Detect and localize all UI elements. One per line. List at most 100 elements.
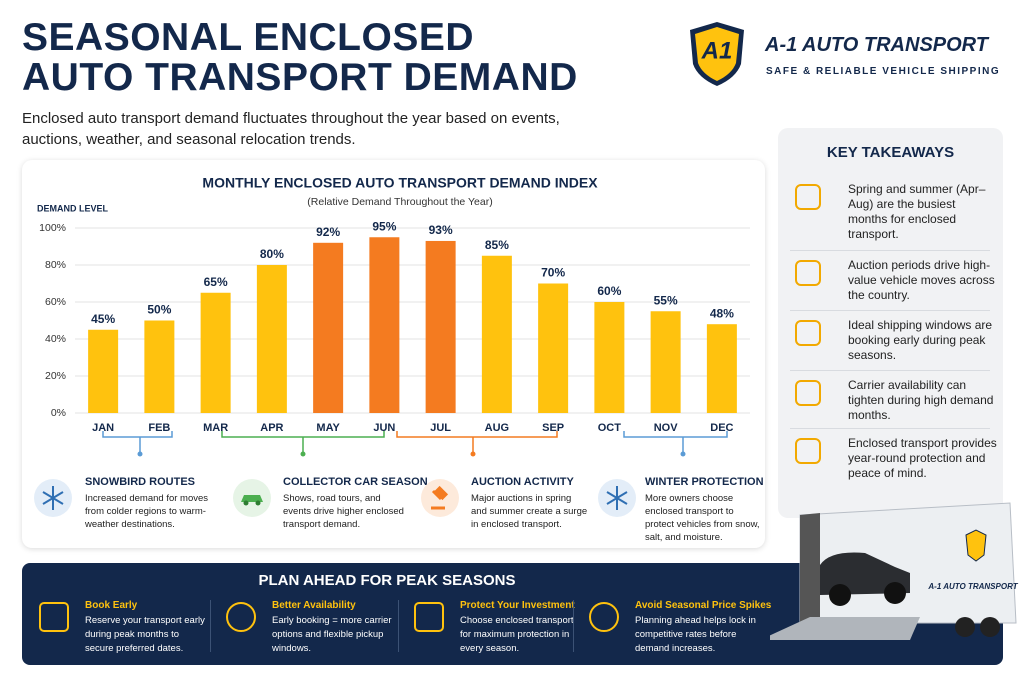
- divider: [790, 370, 990, 371]
- y-tick-label: 80%: [45, 259, 66, 271]
- divider: [790, 250, 990, 251]
- x-tick-label: JUL: [430, 422, 451, 434]
- chart-title: MONTHLY ENCLOSED AUTO TRANSPORT DEMAND I…: [202, 175, 598, 191]
- truck-label: A-1 AUTO TRANSPORT: [927, 582, 1018, 591]
- season-title: WINTER PROTECTION: [645, 476, 764, 488]
- x-tick-label: APR: [260, 422, 283, 434]
- value-label: 95%: [372, 219, 396, 233]
- x-tick-label: DEC: [710, 422, 733, 434]
- takeaways-title: KEY TAKEAWAYS: [826, 144, 955, 161]
- plan-item-title: Protect Your Investment: [460, 600, 575, 611]
- y-tick-label: 60%: [45, 296, 66, 308]
- takeaway-icon: [795, 260, 821, 286]
- bar: [88, 329, 119, 413]
- bar: [313, 242, 344, 413]
- bar: [144, 320, 175, 413]
- bar: [256, 265, 287, 413]
- plan-item-text: Reserve your transport early during peak…: [85, 615, 205, 654]
- takeaway-text: Enclosed transport provides year-round p…: [848, 436, 997, 480]
- x-tick-label: AUG: [485, 422, 509, 434]
- brackets: [102, 431, 728, 457]
- takeaway-icon: [795, 438, 821, 464]
- value-label: 55%: [654, 293, 678, 307]
- car-icon: [233, 479, 271, 517]
- plan-title: PLAN AHEAD FOR PEAK SEASONS: [258, 572, 516, 589]
- y-tick-label: 40%: [45, 333, 66, 345]
- plan-icon: [589, 602, 619, 632]
- plan-item-text: Planning ahead helps lock in competitive…: [635, 615, 756, 654]
- bar: [650, 311, 681, 413]
- value-label: 50%: [147, 303, 171, 317]
- plan-icon: [226, 602, 256, 632]
- x-tick-label: JUN: [373, 422, 395, 434]
- divider: [573, 600, 574, 652]
- value-label: 48%: [710, 306, 734, 320]
- plan-item-text: Choose enclosed transport for maximum pr…: [460, 615, 574, 654]
- takeaway-icon: [795, 320, 821, 346]
- x-tick-label: OCT: [598, 422, 622, 434]
- value-label: 45%: [91, 312, 115, 326]
- plan-item-title: Book Early: [85, 600, 138, 611]
- x-tick-label: MAR: [203, 422, 228, 434]
- plan-item-title: Avoid Seasonal Price Spikes: [635, 600, 772, 611]
- value-label: 70%: [541, 266, 565, 280]
- plan-item-text: Early booking = more carrier options and…: [272, 615, 392, 654]
- chart-subtitle: (Relative Demand Throughout the Year): [307, 196, 492, 208]
- x-tick-label: NOV: [654, 422, 679, 434]
- divider: [210, 600, 211, 652]
- y-tick-label: 20%: [45, 370, 66, 382]
- y-axis-label: DEMAND LEVEL: [37, 203, 109, 213]
- season-title: AUCTION ACTIVITY: [471, 476, 574, 488]
- season-text: Increased demand for moves from colder r…: [85, 493, 209, 530]
- truck-illustration: A-1 AUTO TRANSPORT: [770, 502, 1019, 640]
- x-tick-label: FEB: [148, 422, 170, 434]
- takeaway-text: Auction periods drive high-value vehicle…: [848, 258, 995, 302]
- description: Enclosed auto transport demand fluctuate…: [22, 110, 560, 148]
- takeaway-text: Ideal shipping windows are booking early…: [848, 318, 993, 362]
- divider: [790, 428, 990, 429]
- bar: [538, 283, 569, 413]
- x-tick-label: MAY: [316, 422, 340, 434]
- plan-icon: [414, 602, 444, 632]
- divider: [398, 600, 399, 652]
- logo-text: A1: [701, 37, 733, 64]
- takeaway-icon: [795, 380, 821, 406]
- bar: [369, 237, 400, 413]
- value-label: 80%: [260, 247, 284, 261]
- value-label: 60%: [597, 284, 621, 298]
- divider: [790, 310, 990, 311]
- season-title: SNOWBIRD ROUTES: [85, 476, 195, 488]
- plan-icon: [39, 602, 69, 632]
- season-text: Shows, road tours, and events drive high…: [283, 493, 404, 530]
- brand-tagline: SAFE & RELIABLE VEHICLE SHIPPING: [766, 66, 1001, 77]
- snowflake-icon: [598, 479, 636, 517]
- title: SEASONAL ENCLOSED: [22, 16, 475, 59]
- value-label: 92%: [316, 225, 340, 239]
- bar: [481, 255, 512, 413]
- bar: [425, 240, 456, 413]
- bar: [594, 302, 625, 413]
- gavel-icon: [421, 479, 459, 517]
- title: AUTO TRANSPORT DEMAND: [22, 56, 578, 99]
- x-tick-label: SEP: [542, 422, 564, 434]
- season-title: COLLECTOR CAR SEASON: [283, 476, 428, 488]
- x-tick-label: JAN: [92, 422, 114, 434]
- takeaway-icon: [795, 184, 821, 210]
- value-label: 85%: [485, 238, 509, 252]
- chart: MONTHLY ENCLOSED AUTO TRANSPORT DEMAND I…: [37, 175, 750, 457]
- logo-shield: A1: [690, 22, 744, 86]
- takeaway-text: Carrier availability can tighten during …: [848, 378, 994, 422]
- y-tick-label: 100%: [39, 222, 66, 234]
- value-label: 93%: [429, 223, 453, 237]
- season-text: More owners choose enclosed transport to…: [645, 493, 760, 543]
- y-tick-label: 0%: [51, 407, 66, 419]
- bar: [706, 324, 737, 413]
- bar: [200, 292, 231, 413]
- takeaway-text: Spring and summer (Apr–Aug) are the busi…: [848, 182, 986, 241]
- brand-name: A-1 AUTO TRANSPORT: [765, 34, 988, 56]
- plan-item-title: Better Availability: [272, 600, 356, 611]
- season-text: Major auctions in spring and summer crea…: [471, 493, 588, 530]
- snowflake-icon: [34, 479, 72, 517]
- value-label: 65%: [204, 275, 228, 289]
